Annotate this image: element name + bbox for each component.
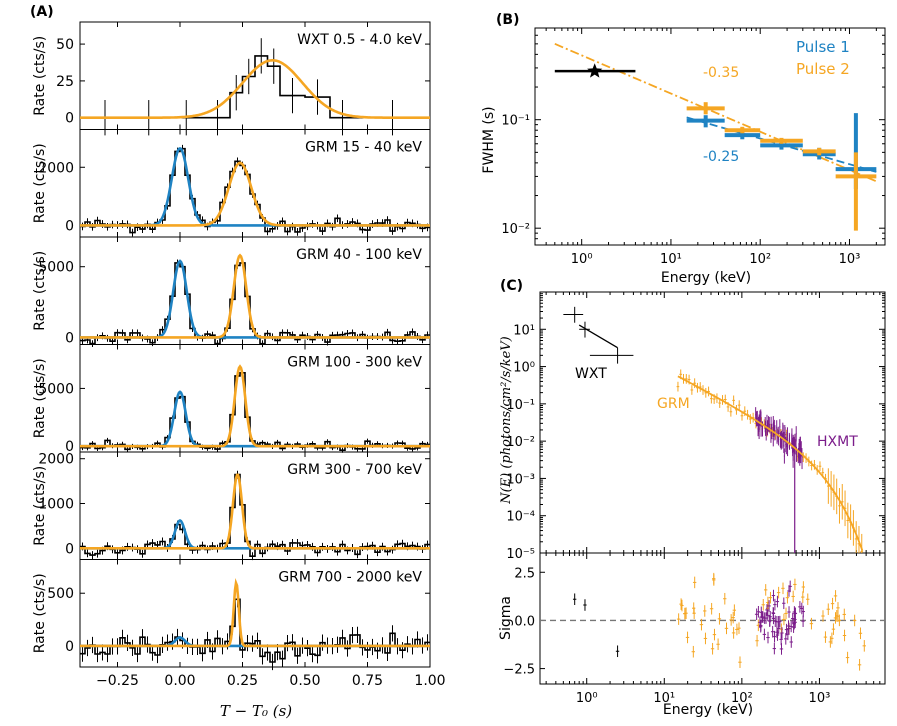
panel-c-ylabel: N(E) (photons/cm²/s/keV) (499, 336, 514, 505)
gaussian-fit-blue (80, 146, 430, 227)
y-tick-label: 0 (65, 111, 74, 127)
y-tick-label: 10¹ (513, 323, 535, 338)
histogram (80, 372, 430, 451)
y-tick-label: 2000 (38, 452, 74, 468)
x-tick-label: 10⁰ (571, 252, 593, 267)
y-tick-label: 10⁻³ (506, 472, 535, 487)
y-tick-label: 25 (56, 74, 74, 90)
x-tick-label: 10² (749, 252, 771, 267)
panel-c-label: (C) (500, 278, 523, 294)
panel-b-xlabel: Energy (keV) (661, 270, 751, 286)
gaussian-fit-orange (80, 473, 430, 550)
x-tick-label: −0.25 (96, 673, 139, 689)
gaussian-fit-orange (80, 253, 430, 339)
x-tick-label: 10³ (809, 691, 831, 706)
subplot-label: GRM 40 - 100 keV (296, 247, 422, 263)
panel-c-resid-ylabel: Sigma (498, 596, 514, 640)
histogram (80, 55, 430, 119)
subplot-label: WXT 0.5 - 4.0 keV (297, 32, 422, 48)
y-tick-label: 0 (65, 639, 74, 655)
x-tick-label: 10⁰ (576, 691, 598, 706)
resid-tick-label: 2.5 (514, 566, 535, 581)
subplot-label: GRM 100 - 300 keV (287, 355, 422, 371)
x-tick-label: 0.50 (289, 673, 320, 689)
y-tick-label: 1000 (38, 497, 74, 513)
panel-a-ylabel: Rate (cts/s) (32, 358, 48, 438)
label-grm: GRM (657, 396, 690, 412)
slope-annotation-pulse1: -0.25 (703, 149, 739, 165)
gaussian-fit-orange (80, 364, 430, 448)
slope-annotation-pulse2: -0.35 (703, 65, 739, 81)
panel-c-xlabel: Energy (keV) (663, 702, 753, 718)
panel-b-ylabel: FWHM (s) (481, 106, 497, 173)
wxt-star-marker (587, 63, 603, 78)
legend-pulse1: Pulse 1 (796, 38, 850, 56)
panel-a-xlabel: T − T₀ (s) (220, 702, 292, 720)
wxt-model-line (578, 324, 618, 349)
histogram (80, 473, 430, 557)
subplot-label: GRM 300 - 700 keV (287, 462, 422, 478)
x-tick-label: 1.00 (414, 673, 445, 689)
panel-a-ylabel: Rate (cts/s) (32, 36, 48, 116)
subplot-label: GRM 15 - 40 keV (305, 140, 422, 156)
resid-tick-label: 0.0 (514, 614, 535, 629)
y-tick-label: 0 (65, 330, 74, 346)
x-tick-label: 0.25 (227, 673, 258, 689)
gaussian-fit-orange (80, 161, 430, 227)
x-tick-label: 0.75 (352, 673, 383, 689)
gaussian-fit-orange (80, 59, 430, 119)
label-hxmt: HXMT (817, 434, 858, 450)
subplot-label: GRM 700 - 2000 keV (278, 570, 422, 586)
y-tick-label: 10⁰ (513, 361, 535, 376)
y-tick-label: 10⁻¹ (506, 398, 535, 413)
y-tick-label: 10⁻² (506, 435, 535, 450)
panel-a-ylabel: Rate (cts/s) (32, 143, 48, 223)
y-tick-label: 10⁻² (501, 222, 530, 237)
y-tick-label: 500 (47, 586, 74, 602)
y-tick-label: 10⁻¹ (501, 114, 530, 129)
y-tick-label: 0 (65, 439, 74, 455)
panel-a-subplot-0: 0 25 50 Rate (cts/s) WXT 0.5 - 4.0 keV (32, 21, 431, 136)
y-tick-label: 2000 (38, 160, 74, 176)
panel-c-frame (539, 291, 886, 554)
panel-c-resid-frame (539, 552, 886, 685)
y-tick-label: 0 (65, 218, 74, 234)
y-tick-label: 0 (65, 541, 74, 557)
label-wxt: WXT (575, 366, 607, 382)
x-tick-label: 10¹ (660, 252, 682, 267)
fit-line-orange (554, 43, 877, 183)
panel-b-label: (B) (496, 12, 519, 28)
x-tick-label: 10¹ (653, 691, 675, 706)
x-tick-label: 10² (731, 691, 753, 706)
gaussian-fit-blue (80, 390, 430, 448)
panel-a-label: (A) (30, 4, 54, 20)
gaussian-fit-blue (80, 259, 430, 339)
subplot-frame (79, 559, 431, 668)
panel-a-ylabel: Rate (cts/s) (32, 466, 48, 546)
y-tick-label: 50 (56, 37, 74, 53)
x-tick-label: 0.00 (164, 673, 195, 689)
panel-c: (C) 10⁰ 10¹ 10² 10³ 10⁻⁵ 10⁻⁴ 10⁻³ 10⁻² 10⁻¹ 10⁰ 1… (498, 278, 886, 718)
panel-a-ylabel: Rate (cts/s) (32, 251, 48, 331)
panel-b: (B) 10⁰ 10¹ 10² 10³ 10⁻² 10⁻¹ Energy (keV) FW… (481, 12, 886, 286)
panel-a-ylabel: Rate (cts/s) (32, 573, 48, 653)
resid-tick-label: −2.5 (503, 663, 535, 678)
y-tick-label: 5000 (38, 381, 74, 397)
y-tick-label: 10⁻⁴ (506, 510, 535, 525)
y-tick-label: 10⁻⁵ (506, 547, 535, 562)
y-tick-label: 5000 (38, 260, 74, 276)
legend-pulse2: Pulse 2 (796, 60, 850, 78)
gaussian-fit-orange (80, 577, 430, 648)
grm-model-curve (677, 375, 864, 552)
x-tick-label: 10³ (839, 252, 861, 267)
